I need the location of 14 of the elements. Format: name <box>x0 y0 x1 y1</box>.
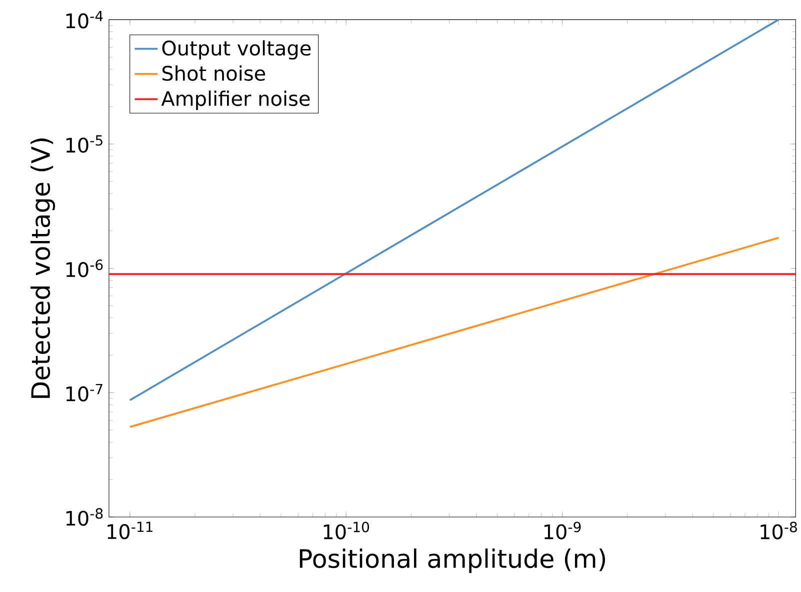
x-tick-label: 10$^{-10}$ <box>324 522 370 540</box>
y-tick-label: 10$^{-7}$ <box>66 384 102 402</box>
y-tick-label: 10$^{-5}$ <box>66 135 102 153</box>
legend-label: Output voltage <box>162 40 311 60</box>
y-axis-title: Detected voltage (V) <box>30 138 56 398</box>
legend-label: Shot noise <box>162 65 266 81</box>
y-tick-label: 10$^{-4}$ <box>66 10 103 28</box>
y-tick-label: 10$^{-8}$ <box>66 508 103 526</box>
y-tick-label: 10$^{-6}$ <box>66 260 103 278</box>
legend-label: Amplifier noise <box>161 90 310 110</box>
x-tick-label: 10$^{-9}$ <box>544 522 581 540</box>
x-tick-label: 10$^{-11}$ <box>108 522 152 540</box>
x-tick-label: 10$^{-8}$ <box>760 522 797 540</box>
x-axis-title: Positional amplitude (m) <box>300 548 606 574</box>
